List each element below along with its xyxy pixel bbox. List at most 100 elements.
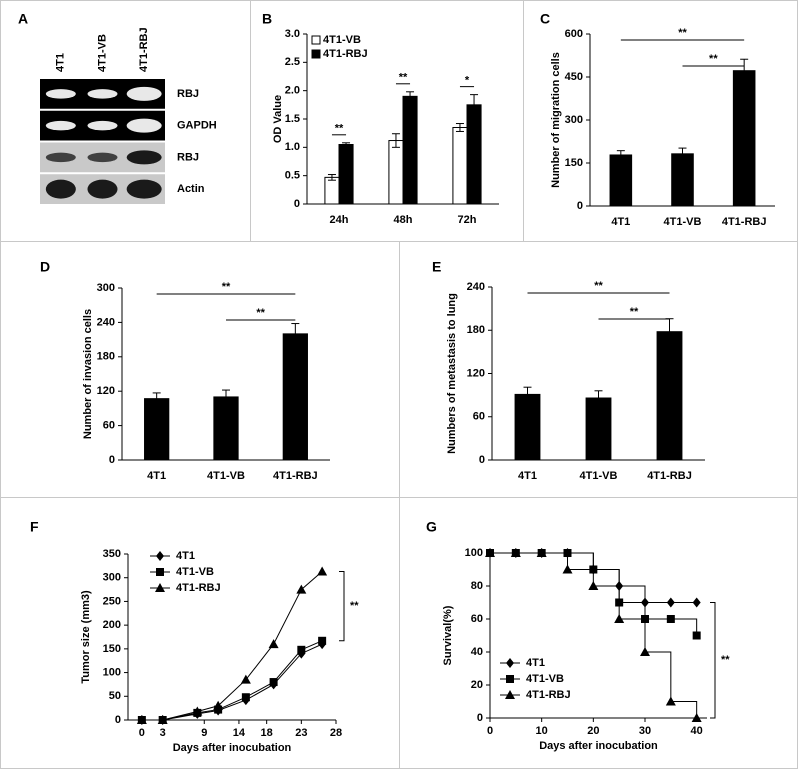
error-bar xyxy=(523,386,532,403)
y-tick-label: 0 xyxy=(115,714,121,726)
y-tick-label: 150 xyxy=(565,157,583,169)
bar xyxy=(388,140,404,205)
bar xyxy=(732,70,756,207)
x-tick-label: 3 xyxy=(160,727,166,739)
y-tick-label: 100 xyxy=(103,666,121,678)
y-axis-label: Survival(%) xyxy=(442,605,454,665)
legend-swatch xyxy=(311,49,321,59)
marker xyxy=(318,636,327,645)
x-tick-label: 4T1-VB xyxy=(664,216,702,228)
sig-label: ** xyxy=(721,654,730,666)
y-tick-label: 0.5 xyxy=(285,170,300,182)
sig-label: ** xyxy=(399,72,408,84)
marker xyxy=(640,647,650,656)
y-tick-label: 180 xyxy=(97,351,115,363)
sig-label: ** xyxy=(350,600,359,612)
marker xyxy=(536,548,547,557)
y-axis-label: Number of invasion cells xyxy=(82,309,94,439)
bar xyxy=(452,127,468,205)
step-line xyxy=(593,585,620,619)
marker xyxy=(156,568,164,576)
marker xyxy=(317,566,328,576)
y-tick-label: 300 xyxy=(97,282,115,294)
bar xyxy=(282,333,308,461)
marker xyxy=(136,715,147,724)
panel-letter: C xyxy=(540,11,550,27)
series-line xyxy=(141,643,323,721)
x-tick-label: 0 xyxy=(487,725,493,737)
blot-lane-label: 4T1-RBJ xyxy=(138,27,150,72)
legend-label: 4T1-RBJ xyxy=(323,48,368,60)
x-tick-label: 48h xyxy=(394,214,413,226)
blot-band xyxy=(126,179,162,199)
marker xyxy=(588,581,599,590)
marker xyxy=(505,690,515,699)
error-bar xyxy=(327,174,336,181)
error-bar xyxy=(455,123,464,132)
y-tick-label: 80 xyxy=(471,580,483,592)
marker xyxy=(692,631,701,640)
x-tick-label: 20 xyxy=(587,725,599,737)
step-line xyxy=(567,552,594,570)
legend-label: 4T1-VB xyxy=(323,34,361,46)
y-axis-label: Numbers of metastasis to lung xyxy=(446,293,458,454)
marker xyxy=(296,584,307,594)
y-tick-label: 1.0 xyxy=(285,141,300,153)
bar xyxy=(514,393,541,461)
y-tick-label: 0 xyxy=(294,198,300,210)
blot-band xyxy=(87,89,118,99)
y-axis-label: Number of migration cells xyxy=(550,52,562,188)
sig-label: ** xyxy=(594,280,603,292)
x-tick-label: 4T1 xyxy=(611,216,630,228)
step-line xyxy=(619,618,646,652)
bar xyxy=(585,397,612,461)
y-tick-label: 60 xyxy=(471,613,483,625)
error-bar xyxy=(740,58,749,83)
sig-label: ** xyxy=(630,306,639,318)
bar xyxy=(671,153,694,207)
y-tick-label: 2.0 xyxy=(285,85,300,97)
y-tick-label: 2.5 xyxy=(285,56,300,68)
blot-band xyxy=(45,89,76,99)
x-tick-label: 9 xyxy=(201,727,207,739)
x-tick-label: 4T1-RBJ xyxy=(273,470,318,482)
error-bar xyxy=(152,392,161,405)
marker xyxy=(692,597,701,608)
y-tick-label: 40 xyxy=(471,646,483,658)
marker xyxy=(268,639,279,649)
blot-band xyxy=(87,120,118,131)
sig-label: ** xyxy=(678,27,687,39)
marker xyxy=(506,675,514,683)
x-tick-label: 30 xyxy=(639,725,651,737)
step-line xyxy=(567,569,594,586)
x-tick-label: 24h xyxy=(330,214,349,226)
bar xyxy=(324,176,340,205)
error-bar xyxy=(470,94,479,116)
x-tick-label: 4T1-VB xyxy=(207,470,245,482)
y-tick-label: 450 xyxy=(565,71,583,83)
marker xyxy=(614,614,625,623)
blot-lane-label: 4T1-VB xyxy=(96,34,108,72)
y-tick-label: 0 xyxy=(477,712,483,724)
y-tick-label: 60 xyxy=(473,411,485,423)
step-line xyxy=(670,701,698,718)
y-tick-label: 200 xyxy=(103,619,121,631)
y-tick-label: 300 xyxy=(103,572,121,584)
y-tick-label: 300 xyxy=(565,114,583,126)
x-axis-label: Days after inocubation xyxy=(173,742,292,754)
y-tick-label: 0 xyxy=(109,454,115,466)
marker xyxy=(666,615,675,623)
y-axis-label: Tumor size (mm3) xyxy=(80,590,92,684)
y-tick-label: 0 xyxy=(479,454,485,466)
y-tick-label: 600 xyxy=(565,28,583,40)
sig-bracket xyxy=(339,571,345,642)
error-bar xyxy=(616,150,625,160)
blot-row-label: RBJ xyxy=(177,88,199,100)
x-tick-label: 14 xyxy=(233,727,246,739)
y-tick-label: 180 xyxy=(467,324,485,336)
marker xyxy=(155,583,165,592)
legend-label: 4T1-RBJ xyxy=(176,582,221,594)
legend-label: 4T1-VB xyxy=(526,673,564,685)
step-line xyxy=(670,618,698,636)
